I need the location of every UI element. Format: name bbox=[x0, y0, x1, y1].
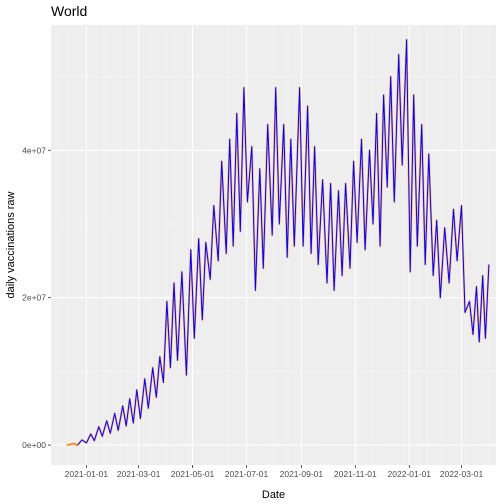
x-tick-label: 2021-03-01 bbox=[117, 469, 161, 479]
y-axis-label: daily vaccinations raw bbox=[5, 191, 17, 298]
chart-title: World bbox=[51, 3, 87, 19]
y-axis: 0e+00 2e+07 4e+07 bbox=[22, 145, 51, 450]
x-axis: 2021-01-01 2021-03-01 2021-05-01 2021-07-01… bbox=[65, 465, 484, 479]
x-tick-label: 2022-01-01 bbox=[388, 469, 432, 479]
x-tick-label: 2021-01-01 bbox=[65, 469, 109, 479]
x-tick-label: 2021-11-01 bbox=[334, 469, 377, 479]
x-tick-label: 2021-07-01 bbox=[225, 469, 269, 479]
y-tick-label: 0e+00 bbox=[22, 440, 46, 450]
x-tick-label: 2021-05-01 bbox=[171, 469, 215, 479]
x-axis-label: Date bbox=[262, 489, 285, 501]
x-tick-label: 2022-03-01 bbox=[440, 469, 484, 479]
y-tick-label: 2e+07 bbox=[22, 293, 46, 303]
plot-panel bbox=[51, 25, 496, 465]
x-tick-label: 2021-09-01 bbox=[280, 469, 324, 479]
y-tick-label: 4e+07 bbox=[22, 145, 46, 155]
